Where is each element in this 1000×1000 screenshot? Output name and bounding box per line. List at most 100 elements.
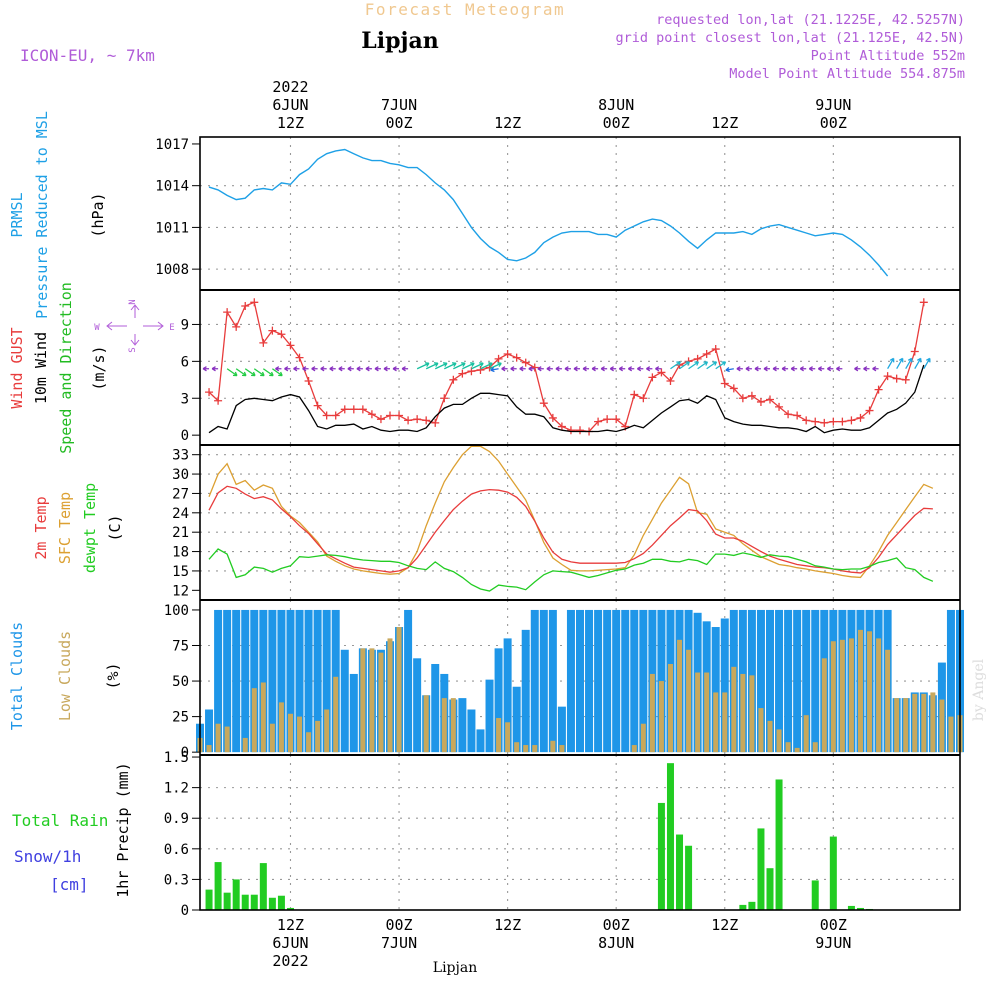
low-clouds-bar — [640, 723, 646, 753]
wind-direction-arrow — [302, 366, 309, 372]
wind-direction-arrow — [293, 366, 300, 372]
low-clouds-bar — [306, 732, 312, 753]
gust-marker — [241, 301, 250, 310]
wind-direction-arrow — [416, 362, 430, 370]
panel-axis-label: Speed and Direction — [57, 282, 75, 454]
rain-bar — [205, 889, 213, 910]
wind-direction-arrow — [745, 366, 752, 372]
bottom-time-label: 00Z — [603, 916, 630, 934]
top-time-label: 9JUN — [815, 96, 851, 114]
rain-bar — [232, 879, 240, 910]
bottom-time-label: 00Z — [820, 916, 847, 934]
top-time-label: 12Z — [711, 114, 738, 132]
wind-direction-arrow — [453, 362, 466, 370]
total-clouds-bar — [793, 609, 802, 753]
gust-marker — [259, 338, 268, 347]
top-time-label: 6JUN — [272, 96, 308, 114]
rain-bar — [657, 802, 665, 910]
wind-direction-arrow — [320, 366, 327, 372]
low-clouds-bar — [278, 702, 284, 753]
gust-marker — [223, 308, 232, 317]
panel-axis-label: dewpt Temp — [81, 483, 99, 573]
wind-direction-arrow — [799, 366, 807, 372]
temp-tick-label: 18 — [172, 545, 189, 561]
wind-direction-arrow — [311, 366, 318, 372]
wind-direction-arrow — [636, 366, 644, 372]
panel-frames — [199, 136, 961, 911]
wind-direction-arrow — [600, 366, 608, 372]
panel-axis-label: (%) — [104, 662, 122, 689]
rain-bar — [277, 895, 285, 910]
total-clouds-bar — [585, 609, 594, 753]
low-clouds-bar — [749, 675, 755, 753]
gust-marker — [322, 411, 331, 420]
low-clouds-bar — [921, 693, 927, 753]
low-clouds-bar — [695, 672, 701, 753]
t2m-line — [208, 485, 933, 574]
wind-direction-arrow — [872, 366, 879, 372]
clouds-tick-label: 75 — [172, 639, 189, 655]
precip-tick-label: 0.6 — [164, 842, 189, 858]
total-clouds-bar — [349, 673, 358, 753]
low-clouds-bar — [885, 649, 891, 753]
wind-direction-arrow — [519, 366, 526, 372]
gust-line — [208, 301, 925, 433]
gust-marker — [295, 353, 304, 362]
low-clouds-bar — [315, 720, 321, 753]
temp-tick-label: 21 — [172, 525, 189, 541]
total-clouds-bar — [232, 609, 241, 753]
gust-marker — [431, 418, 440, 427]
gust-marker — [747, 391, 756, 400]
low-clouds-bar — [441, 698, 447, 753]
wind-direction-arrow — [510, 366, 517, 372]
gust-marker — [476, 365, 485, 374]
panel-axis-label: Total Clouds — [8, 622, 26, 730]
low-clouds-bar — [731, 666, 737, 753]
gust-marker — [521, 358, 530, 367]
wind-direction-arrow — [356, 366, 363, 372]
total-clouds-bar — [494, 648, 503, 753]
gust-marker — [557, 422, 566, 431]
wind-direction-arrow — [790, 366, 798, 372]
low-clouds-bar — [631, 745, 637, 753]
total-clouds-bar — [485, 679, 494, 753]
total-clouds-bar — [530, 609, 539, 753]
low-clouds-bar — [649, 673, 655, 753]
low-clouds-bar — [758, 708, 764, 753]
wind-direction-arrow — [462, 362, 475, 370]
total-clouds-bar — [784, 609, 793, 753]
wind-direction-arrow — [401, 366, 409, 372]
low-clouds-bar — [496, 718, 502, 753]
precip-tick-label: 1.5 — [164, 750, 189, 766]
bottom-time-label: 00Z — [386, 916, 413, 934]
wind-direction-arrow — [688, 361, 699, 370]
total-clouds-bar — [639, 609, 648, 753]
low-clouds-bar — [894, 698, 900, 753]
gust-marker — [729, 384, 738, 393]
wind-direction-arrow — [329, 366, 336, 372]
low-clouds-bar — [251, 688, 257, 753]
rain-bar — [775, 779, 783, 910]
total-clouds-bar — [322, 609, 331, 753]
wind-direction-arrow — [537, 366, 544, 372]
low-clouds-bar — [848, 638, 854, 753]
wind-direction-arrow — [202, 366, 210, 372]
pressure-tick-label: 1008 — [155, 262, 189, 278]
top-time-label: 00Z — [820, 114, 847, 132]
panel-axis-label: 2m Temp — [32, 496, 50, 559]
total-clouds-bar — [223, 609, 232, 753]
gust-marker — [395, 411, 404, 420]
gust-marker — [594, 417, 603, 426]
gust-marker — [422, 416, 431, 425]
gust-marker — [910, 347, 919, 356]
total-clouds-bar — [313, 609, 322, 753]
gust-marker — [756, 397, 765, 406]
bottom-time-label: 12Z — [494, 916, 521, 934]
rain-bar — [829, 836, 837, 910]
low-clouds-bar — [215, 723, 221, 753]
total-clouds-bar — [539, 609, 548, 753]
low-clouds-bar — [369, 648, 375, 753]
low-clouds-bar — [333, 676, 339, 753]
wind-tick-label: 3 — [181, 391, 189, 407]
